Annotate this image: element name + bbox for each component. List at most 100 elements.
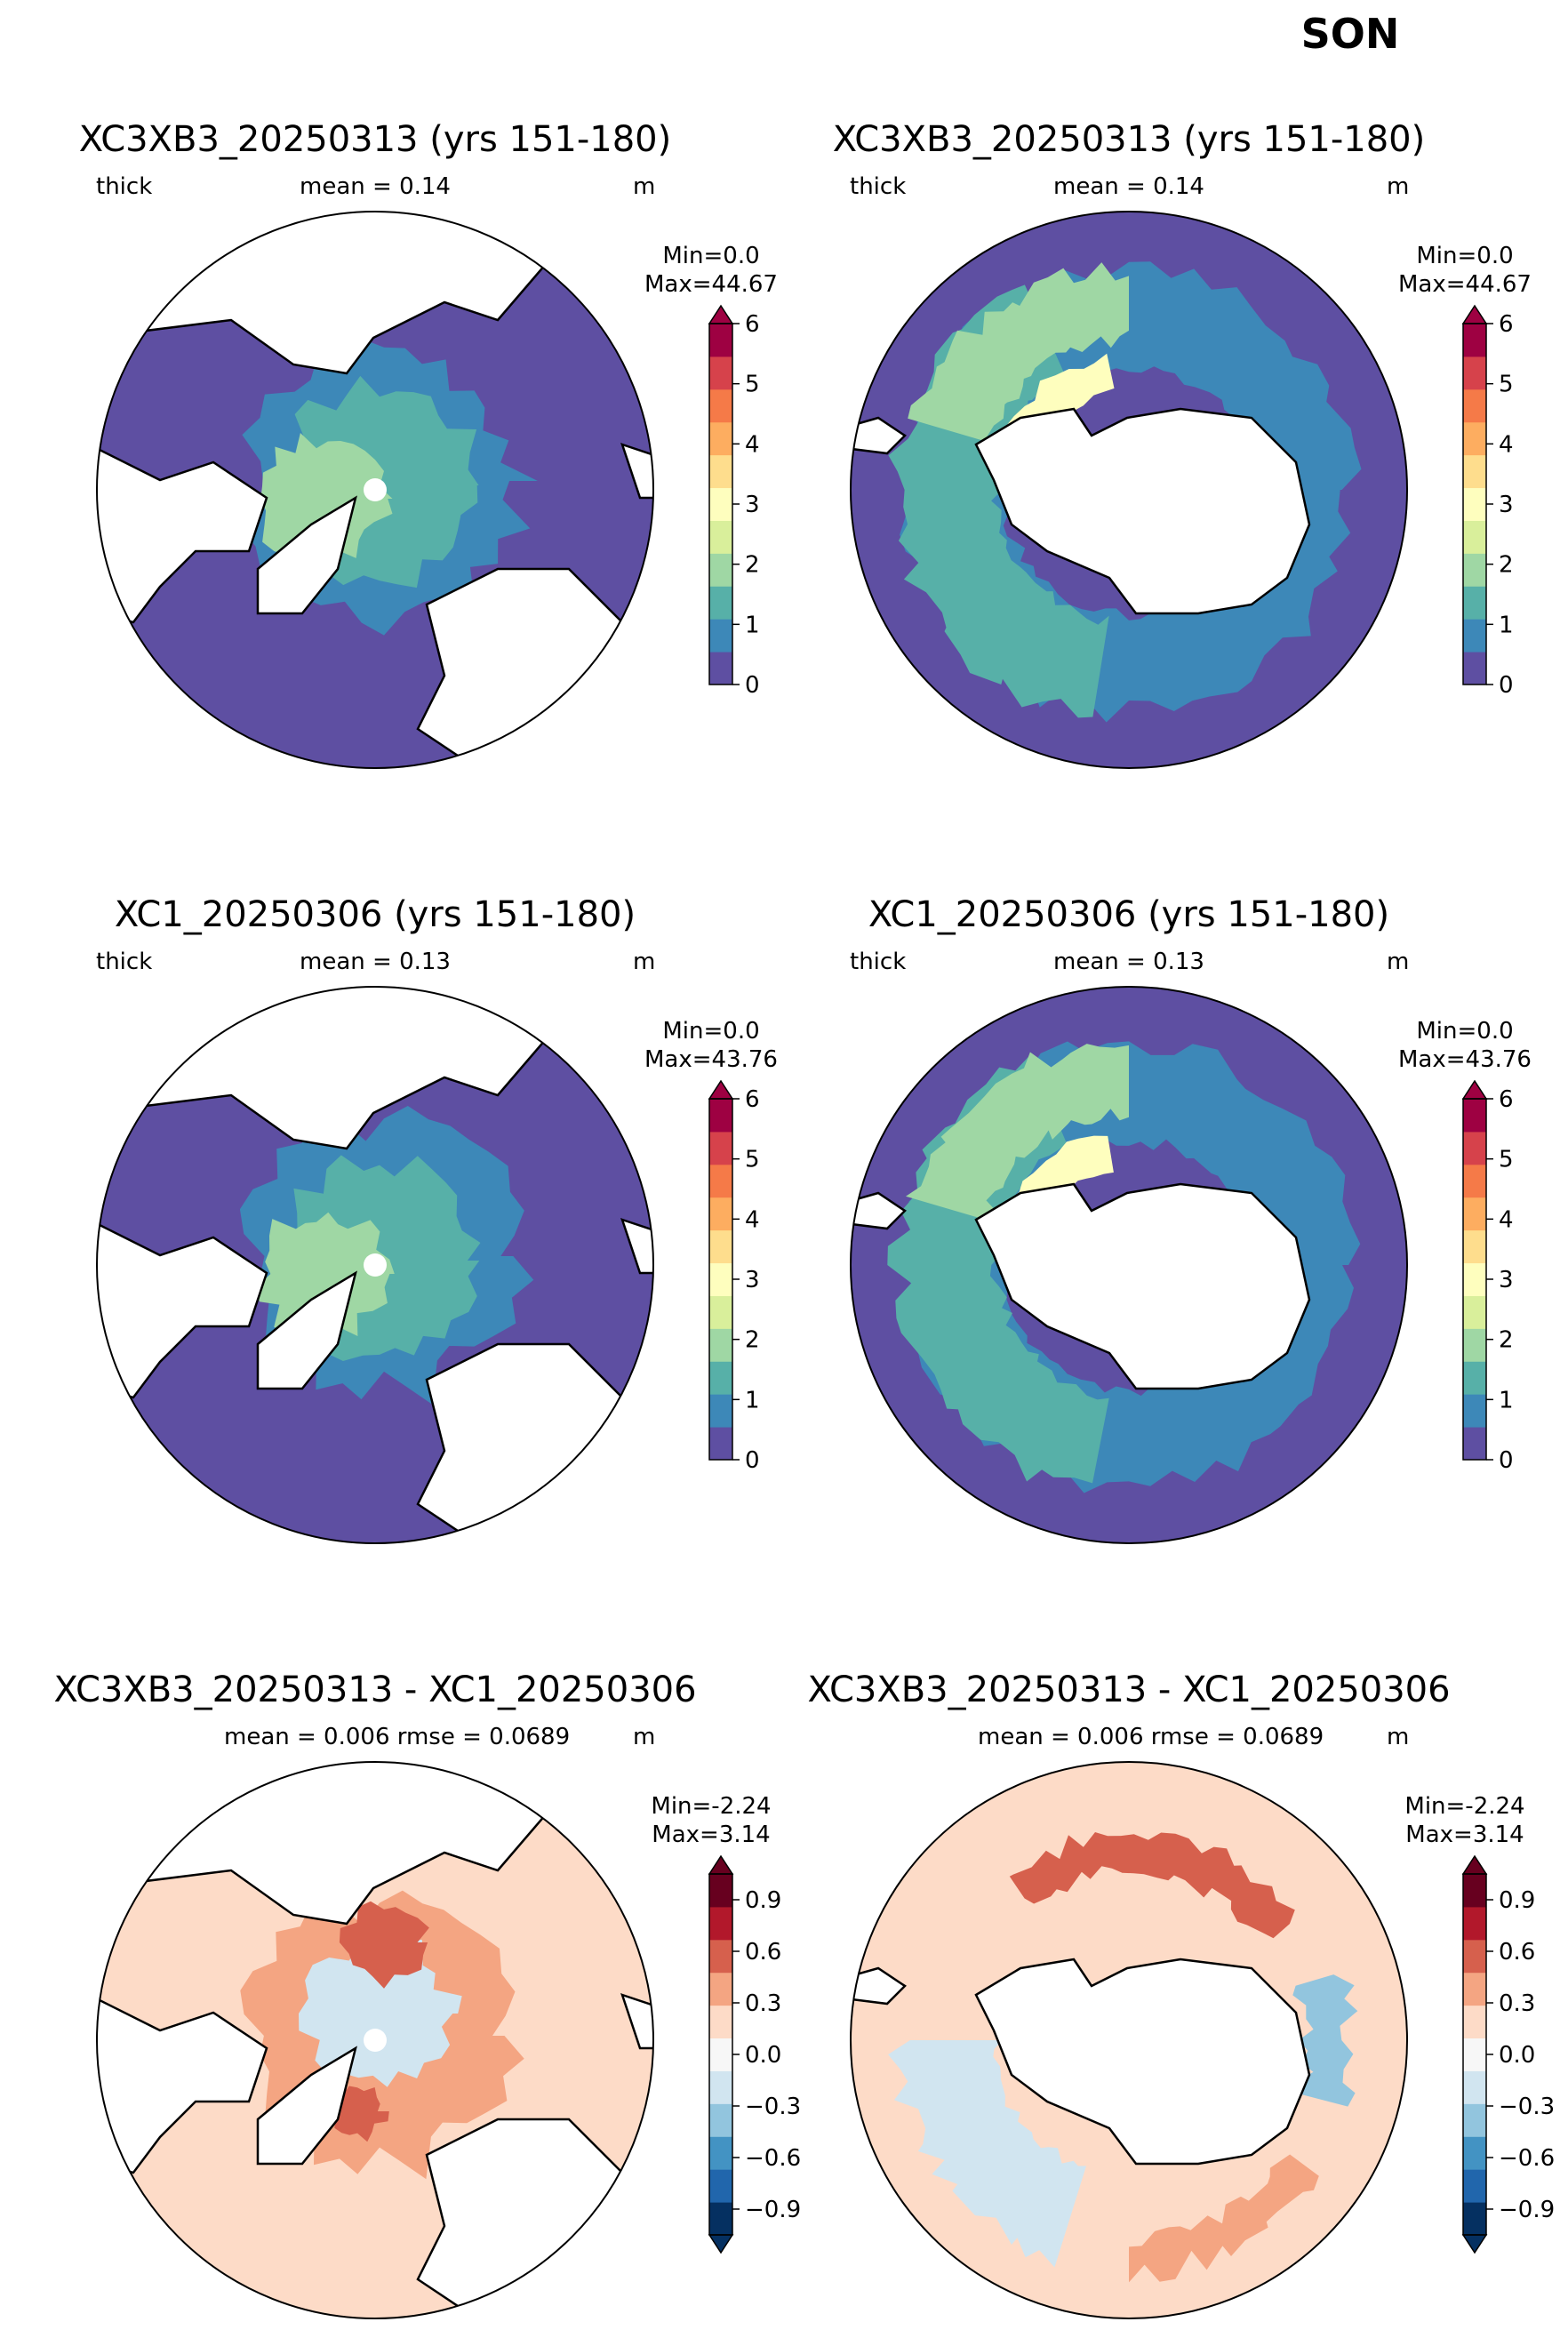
colorbar-extend-max xyxy=(708,1079,734,1100)
colorbar-tick-label: 4 xyxy=(1499,431,1514,458)
map-area xyxy=(97,987,653,1543)
colorbar-segment xyxy=(709,356,732,390)
colorbar-segment xyxy=(709,1939,732,1974)
colorbar-tick-label: 6 xyxy=(1499,1086,1514,1113)
diff-field xyxy=(1009,1832,1295,1939)
min-label: Min=0.0 xyxy=(662,243,759,269)
diff-field xyxy=(339,1901,429,1989)
colorbar-segment xyxy=(1463,2202,1486,2236)
landmass xyxy=(256,1270,357,1390)
colorbar-tick-label: 6 xyxy=(745,311,760,338)
colorbar-tick-label: 2 xyxy=(745,1327,760,1354)
colorbar-tick-label: 4 xyxy=(745,1206,760,1233)
colorbar-segment xyxy=(709,1972,732,2006)
colorbar-segment xyxy=(1463,1262,1486,1296)
colorbar-segment xyxy=(1463,356,1486,390)
antarctica xyxy=(974,1182,1311,1390)
colorbar: 0 1 2 3 4 5 6 xyxy=(1461,304,1514,699)
mean-label: mean = 0.006 rmse = 0.0689 xyxy=(224,1724,570,1750)
colorbar-segment xyxy=(709,324,732,357)
colorbar-segment xyxy=(709,1099,732,1133)
antarctica xyxy=(974,407,1311,615)
colorbar-segment xyxy=(709,1131,732,1165)
map-area xyxy=(851,987,1407,1543)
colorbar-segment xyxy=(709,2103,732,2137)
colorbar-tick-label: −0.6 xyxy=(1499,2145,1555,2172)
colorbar-segment xyxy=(709,619,732,653)
colorbar-segment xyxy=(709,454,732,489)
units-label: m xyxy=(1387,949,1409,975)
colorbar-segment xyxy=(709,1262,732,1296)
colorbar-segment xyxy=(1463,2136,1486,2170)
colorbar-tick-label: 0.9 xyxy=(1499,1887,1535,1914)
colorbar-segment xyxy=(1463,1295,1486,1329)
landmass xyxy=(620,443,653,500)
landmass xyxy=(97,1992,268,2174)
landmass xyxy=(97,442,268,624)
max-label: Max=3.14 xyxy=(1405,1822,1524,1848)
colorbar-extend-max xyxy=(1461,304,1488,324)
colorbar: 0 1 2 3 4 5 6 xyxy=(1461,1079,1514,1474)
colorbar-tick-label: 0 xyxy=(1499,672,1514,699)
units-label: m xyxy=(633,949,655,975)
pole-hole xyxy=(364,1253,387,1277)
colorbar-segment xyxy=(709,553,732,587)
colorbar-tick-label: 0.6 xyxy=(1499,1939,1535,1966)
diff-field xyxy=(888,2040,1086,2268)
colorbar-tick-label: 5 xyxy=(745,1147,760,1173)
colorbar-tick-label: 1 xyxy=(745,1387,760,1413)
suptitle: SON xyxy=(1301,10,1400,58)
colorbar-segment xyxy=(1463,487,1486,521)
colorbar-tick-label: 0 xyxy=(1499,1447,1514,1474)
variable-label: thick xyxy=(96,949,152,975)
colorbar-tick-label: −0.9 xyxy=(1499,2197,1555,2223)
map-panel: XC3XB3_20250313 (yrs 151-180) thick mean =… xyxy=(79,119,778,769)
map-boundary xyxy=(96,1761,654,2319)
colorbar-segment xyxy=(1463,1164,1486,1198)
colorbar-tick-label: 5 xyxy=(745,372,760,398)
min-label: Min=-2.24 xyxy=(651,1793,771,1820)
colorbar-segment xyxy=(1463,1131,1486,1165)
variable-label: thick xyxy=(850,949,906,975)
map-boundary xyxy=(850,211,1408,769)
map-boundary xyxy=(96,211,654,769)
panel-title: XC3XB3_20250313 (yrs 151-180) xyxy=(79,119,671,160)
map-area xyxy=(97,1762,653,2318)
panel-title: XC1_20250306 (yrs 151-180) xyxy=(115,894,636,935)
min-label: Min=0.0 xyxy=(662,1018,759,1045)
colorbar-segment xyxy=(709,1427,732,1461)
colorbar-segment xyxy=(709,586,732,620)
map-area xyxy=(851,212,1407,768)
panel-title: XC3XB3_20250313 (yrs 151-180) xyxy=(833,119,1425,160)
colorbar-segment xyxy=(1463,1939,1486,1974)
landmass xyxy=(256,2046,357,2166)
mean-label: mean = 0.14 xyxy=(300,173,451,200)
colorbar-segment xyxy=(1463,2169,1486,2203)
map-boundary xyxy=(96,986,654,1544)
colorbar-tick-label: −0.9 xyxy=(745,2197,801,2223)
colorbar-tick-label: 0 xyxy=(745,672,760,699)
landmass xyxy=(97,1217,268,1399)
colorbar-segment xyxy=(1463,388,1486,423)
diff-field xyxy=(1129,2154,1319,2283)
colorbar-extend-max xyxy=(1461,1079,1488,1100)
landmass xyxy=(620,1218,653,1275)
colorbar-tick-label: 3 xyxy=(1499,492,1514,518)
colorbar-segment xyxy=(709,1295,732,1329)
colorbar-segment xyxy=(1463,2038,1486,2071)
colorbar-segment xyxy=(1463,324,1486,357)
colorbar-segment xyxy=(709,487,732,521)
colorbar-extend-min xyxy=(708,2234,734,2254)
colorbar-segment xyxy=(1463,586,1486,620)
colorbar-segment xyxy=(709,2038,732,2071)
colorbar-segment xyxy=(709,2136,732,2170)
variable-label: thick xyxy=(850,173,906,200)
map-area xyxy=(851,1762,1407,2318)
map-panel: XC1_20250306 (yrs 151-180) thick mean = 0.… xyxy=(96,894,778,1544)
colorbar-segment xyxy=(709,1164,732,1198)
min-label: Min=0.0 xyxy=(1416,243,1513,269)
colorbar-tick-label: 0 xyxy=(745,1447,760,1474)
colorbar-extend-max xyxy=(708,304,734,324)
colorbar-tick-label: 0.9 xyxy=(745,1887,781,1914)
colorbar-segment xyxy=(1463,1874,1486,1908)
